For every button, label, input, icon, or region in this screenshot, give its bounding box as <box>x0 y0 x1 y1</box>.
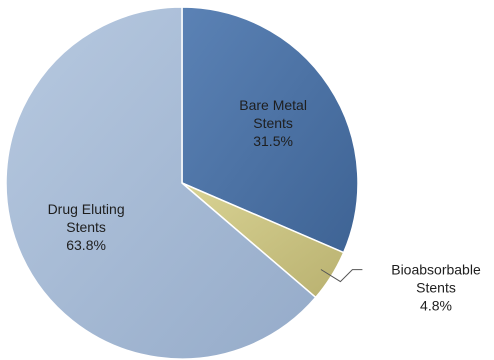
slice-label-bioabsorbable-stents: Bioabsorbable Stents 4.8% <box>391 262 481 314</box>
slice-label-bare-metal-stents: Bare Metal Stents 31.5% <box>239 97 307 149</box>
slice-percent-label: 4.8% <box>420 298 452 314</box>
slice-name-label: Bioabsorbable <box>391 262 481 278</box>
pie-slices <box>5 6 359 360</box>
leader-line-bioabsorbable-stents <box>320 269 363 283</box>
slice-percent-label: 63.8% <box>66 237 106 253</box>
slice-label-drug-eluting-stents: Drug Eluting Stents 63.8% <box>48 201 125 253</box>
slice-name-label: Drug Eluting <box>48 201 125 217</box>
leader-lines <box>320 269 363 283</box>
slice-name-label: Stents <box>66 219 106 235</box>
pie-slice-bare-metal-stents <box>181 6 359 254</box>
slice-name-label: Bare Metal <box>239 97 307 113</box>
slice-percent-label: 31.5% <box>253 133 293 149</box>
pie-slice-drug-eluting-stents <box>5 6 317 360</box>
slice-labels: Bare Metal Stents 31.5% Bioabsorbable Stents… <box>48 97 481 314</box>
slice-name-label: Stents <box>416 280 456 296</box>
slice-name-label: Stents <box>253 115 293 131</box>
